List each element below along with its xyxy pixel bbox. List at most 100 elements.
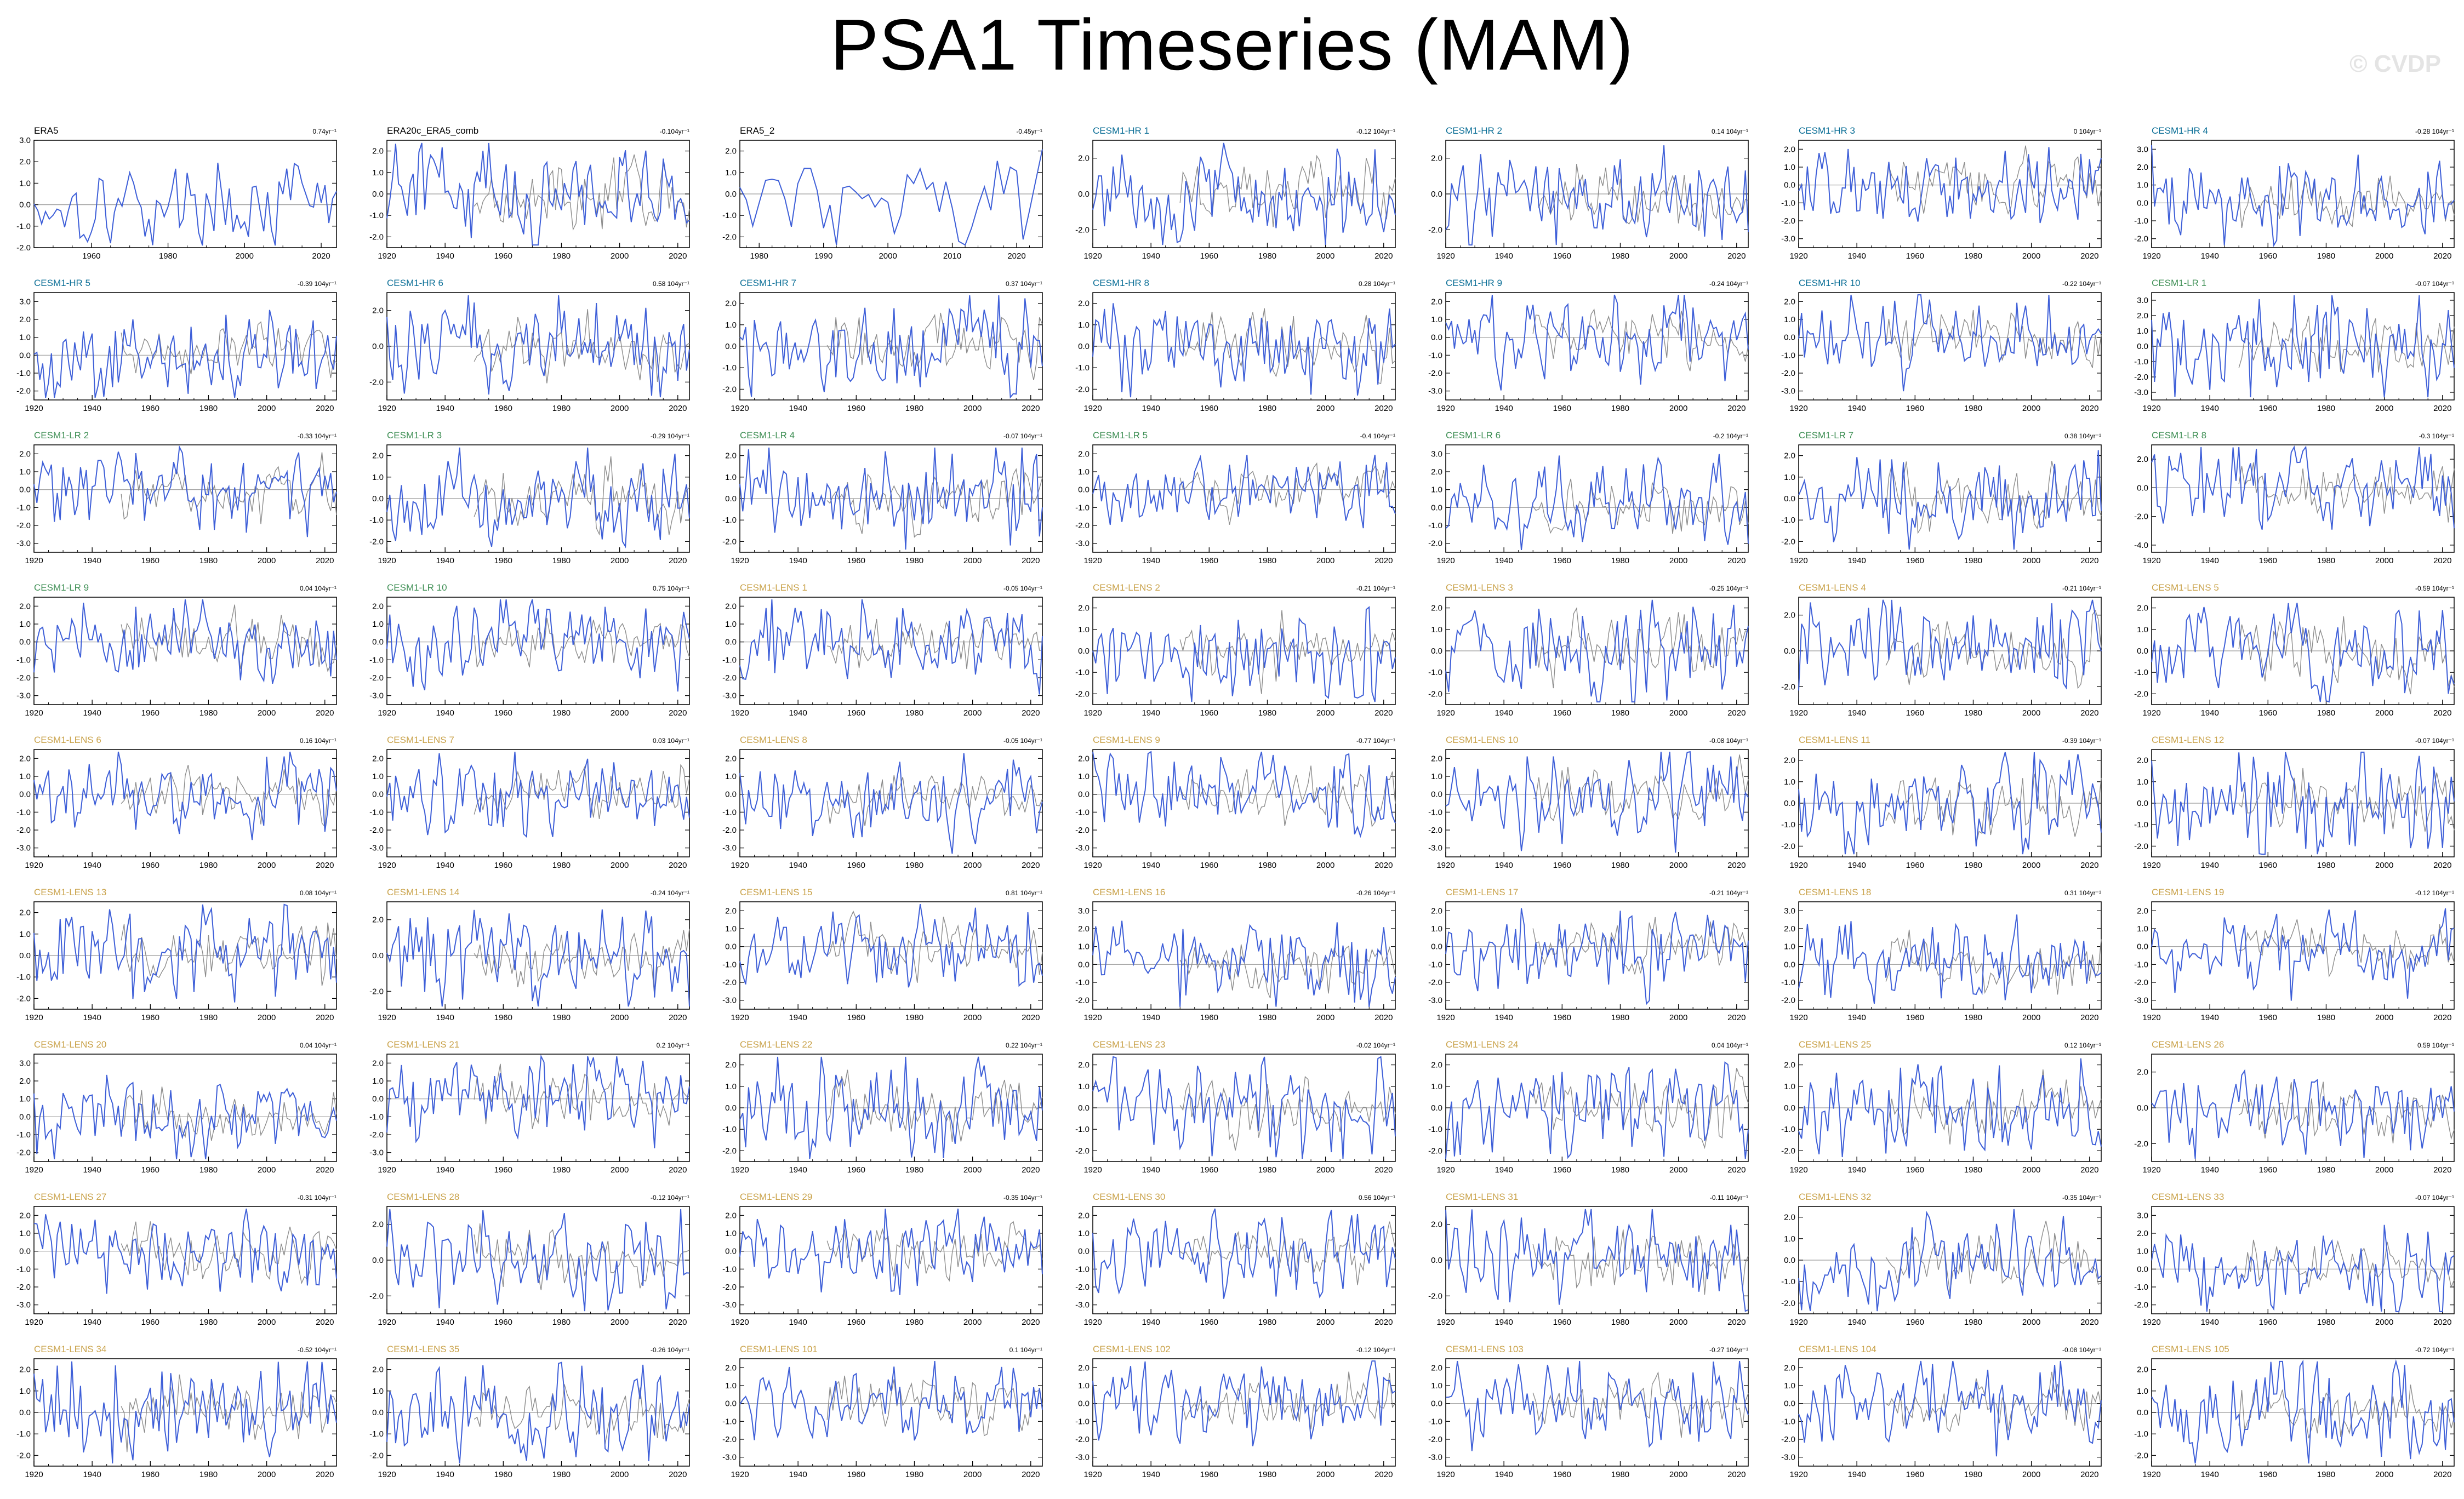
y-tick-label: -4.0: [2134, 541, 2148, 550]
x-tick-label: 1920: [378, 861, 396, 870]
y-tick-label: 2.0: [1431, 1363, 1442, 1372]
panel-cesm1-lr-4: CESM1-LR 4 -0.07 104yr⁻¹ 2.0 1.0 0.0 -1.0 -2.0…: [722, 430, 1043, 565]
x-tick-label: 2020: [316, 1165, 334, 1175]
x-tick-label: 1980: [1611, 1470, 1629, 1479]
y-tick-label: -1.0: [722, 1265, 737, 1274]
y-tick-label: -2.0: [1781, 1146, 1795, 1155]
x-tick-label: 1960: [847, 404, 865, 413]
y-tick-label: -3.0: [722, 691, 737, 701]
y-tick-label: 1.0: [2137, 1387, 2148, 1396]
series-line: [33, 162, 337, 246]
x-tick-label: 2020: [1727, 861, 1746, 870]
y-tick-label: 1.0: [1078, 625, 1090, 634]
x-tick-label: 2000: [1316, 1013, 1334, 1022]
y-tick-label: 2.0: [1431, 154, 1442, 163]
panel-title: CESM1-LENS 1: [740, 582, 807, 593]
x-tick-label: 1990: [814, 251, 832, 261]
y-tick-label: 2.0: [1078, 1061, 1090, 1070]
x-tick-label: 2000: [1316, 861, 1334, 870]
panel-cesm1-lens-7: CESM1-LENS 7 0.03 104yr⁻¹ 2.0 1.0 0.0 -1.0 -2.…: [369, 735, 690, 870]
plot-frame: [739, 1358, 1043, 1467]
panel-title: CESM1-LENS 103: [1446, 1344, 1524, 1354]
x-tick-label: 2020: [316, 404, 334, 413]
x-tick-label: 2020: [1374, 1318, 1393, 1327]
panel-title: ERA5: [34, 125, 58, 136]
y-tick-label: -1.0: [16, 972, 31, 982]
y-tick-label: -1.0: [1075, 1265, 1090, 1274]
panel-trend-label: -0.21 104yr⁻¹: [1709, 889, 1748, 897]
panel-trend-label: -0.77 104yr⁻¹: [1356, 737, 1395, 745]
x-tick-label: 1940: [1142, 1013, 1160, 1022]
panel-title: CESM1-LENS 17: [1446, 887, 1518, 897]
x-tick-label: 2000: [2375, 1318, 2393, 1327]
y-tick-label: -1.0: [1781, 516, 1795, 525]
x-tick-label: 2000: [1669, 556, 1687, 565]
x-tick-label: 1960: [494, 861, 512, 870]
y-tick-label: -2.0: [1428, 369, 1442, 378]
series-line: [386, 1209, 690, 1312]
x-tick-label: 1980: [199, 708, 218, 718]
panel-title: CESM1-LENS 31: [1446, 1192, 1518, 1202]
x-tick-label: 1980: [552, 708, 571, 718]
y-tick-label: -2.0: [369, 377, 384, 387]
panel-trend-label: -0.35 104yr⁻¹: [2062, 1194, 2101, 1202]
x-tick-label: 1940: [789, 861, 807, 870]
panel-cesm1-lens-105: CESM1-LENS 105 -0.72 104yr⁻¹ 2.0 1.0 0.0 -1.0…: [2134, 1344, 2455, 1479]
panel-cesm1-lr-6: CESM1-LR 6 -0.2 104yr⁻¹ 3.0 2.0 1.0 0.0 -1.0 -2…: [1428, 430, 1749, 565]
y-tick-label: 0.0: [1078, 1103, 1090, 1113]
x-tick-label: 1920: [731, 861, 749, 870]
panel-cesm1-hr-1: CESM1-HR 1 -0.12 104yr⁻¹ 2.0 0.0 -2.0 1920 194…: [1075, 125, 1396, 261]
y-tick-label: -1.0: [369, 516, 384, 525]
x-tick-label: 1960: [1553, 251, 1571, 261]
y-tick-label: -2.0: [1075, 689, 1090, 699]
x-tick-label: 2000: [2022, 251, 2040, 261]
y-tick-label: 0.0: [2137, 942, 2148, 952]
series-line: [2151, 145, 2455, 248]
x-tick-label: 1980: [2317, 1470, 2335, 1479]
x-tick-label: 1920: [1083, 708, 1102, 718]
plot-frame: [2151, 140, 2455, 248]
x-tick-label: 2020: [1727, 404, 1746, 413]
x-tick-label: 1960: [2259, 1165, 2277, 1175]
obs-overlay-line: [2238, 462, 2455, 523]
x-tick-label: 2000: [2375, 708, 2393, 718]
y-tick-label: 1.0: [19, 930, 31, 939]
y-tick-label: 2.0: [372, 306, 384, 316]
x-tick-label: 2020: [2433, 1470, 2451, 1479]
series-line: [386, 1361, 690, 1464]
panel-cesm1-lens-19: CESM1-LENS 19 -0.12 104yr⁻¹ 2.0 1.0 0.0 -1.0 -…: [2134, 887, 2455, 1022]
series-line: [1092, 751, 1396, 838]
x-tick-label: 2020: [1022, 1013, 1040, 1022]
x-tick-label: 1920: [1083, 1318, 1102, 1327]
x-tick-label: 1940: [2200, 556, 2218, 565]
x-tick-label: 2000: [2022, 404, 2040, 413]
x-tick-label: 1980: [1611, 251, 1629, 261]
panel-title: CESM1-LENS 7: [387, 735, 454, 745]
x-tick-label: 2000: [963, 404, 982, 413]
y-tick-label: -2.0: [369, 1291, 384, 1301]
x-tick-label: 2020: [1727, 556, 1746, 565]
y-tick-label: -2.0: [1781, 216, 1795, 226]
x-tick-label: 2020: [2433, 251, 2451, 261]
obs-overlay-line: [1532, 308, 1749, 371]
obs-overlay-line: [1885, 145, 2102, 215]
x-tick-label: 2000: [1316, 251, 1334, 261]
plot-frame: [386, 1054, 690, 1162]
x-tick-label: 1920: [1436, 404, 1455, 413]
x-tick-label: 1980: [1611, 1318, 1629, 1327]
panel-cesm1-lens-16: CESM1-LENS 16 -0.26 104yr⁻¹ 3.0 2.0 1.0 0.0 -1…: [1075, 887, 1396, 1022]
y-tick-label: 1.0: [1431, 924, 1442, 934]
panel-title: CESM1-LENS 27: [34, 1192, 106, 1202]
x-tick-label: 2000: [963, 556, 982, 565]
x-tick-label: 2000: [258, 1165, 276, 1175]
series-line: [1445, 454, 1749, 551]
panel-title: CESM1-LENS 18: [1799, 887, 1871, 897]
panel-trend-label: 0 104yr⁻¹: [2074, 128, 2101, 135]
x-tick-label: 1940: [436, 1013, 454, 1022]
obs-overlay-line: [121, 321, 337, 379]
plot-frame: [739, 1206, 1043, 1314]
y-tick-label: 0.0: [2137, 1103, 2148, 1113]
y-tick-label: 3.0: [2137, 296, 2148, 305]
x-tick-label: 2020: [669, 861, 687, 870]
panel-cesm1-lens-25: CESM1-LENS 25 0.12 104yr⁻¹ 2.0 1.0 0.0 -1.0 -2…: [1781, 1039, 2102, 1175]
